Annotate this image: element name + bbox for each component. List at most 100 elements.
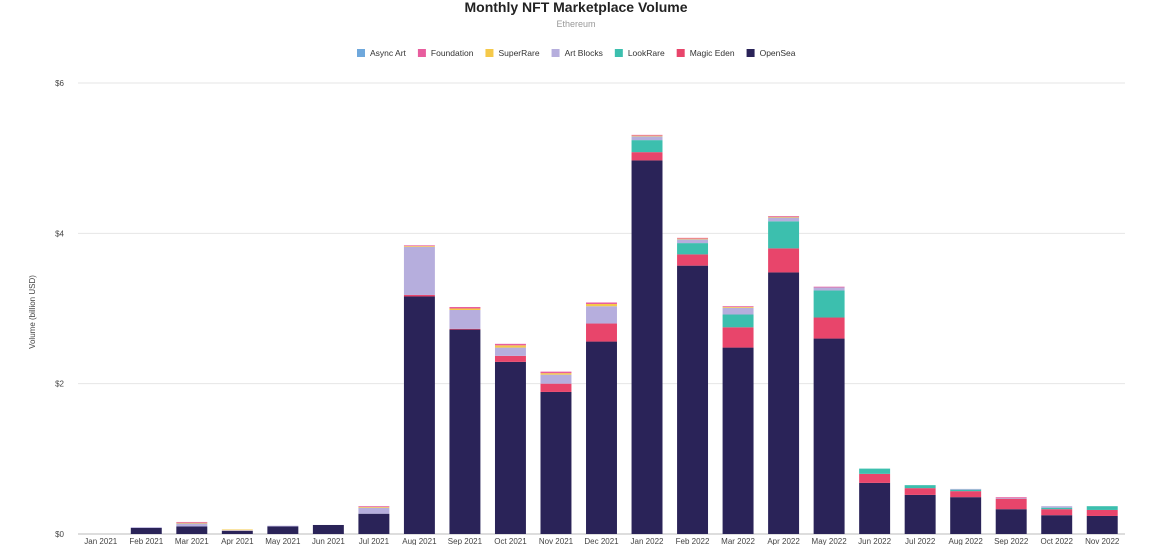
legend-item[interactable]: LookRare	[614, 48, 665, 58]
bar-foundation[interactable]: Foundation Jan 2022: $0.01B	[631, 134, 663, 136]
bar-magic-eden[interactable]: Magic Eden Apr 2022: $0.32B	[768, 248, 800, 273]
bar-magic-eden[interactable]: Magic Eden Aug 2022: $0.08B	[950, 491, 982, 498]
x-tick-label: May 2022	[812, 537, 848, 545]
bar-superrare[interactable]: SuperRare Sep 2021: $0.02B	[449, 308, 481, 311]
bar-opensea[interactable]: OpenSea Feb 2022: $3.57B	[677, 265, 709, 534]
bar-magic-eden[interactable]: Magic Eden Jul 2022: $0.09B	[904, 488, 936, 495]
bar-opensea[interactable]: OpenSea Oct 2021: $2.29B	[494, 361, 526, 534]
bar-superrare[interactable]: SuperRare Dec 2021: $0.03B	[586, 303, 617, 307]
bar-magic-eden[interactable]: Magic Eden Dec 2021: $0.24B	[586, 323, 617, 342]
bar-art-blocks[interactable]: Art Blocks Oct 2022: $0.02B	[1041, 506, 1073, 508]
legend-item[interactable]: SuperRare	[485, 48, 540, 58]
bar-opensea[interactable]: OpenSea Nov 2022: $0.24B	[1086, 515, 1118, 534]
bar-lookrare[interactable]: LookRare Oct 2022: $0.02B	[1041, 507, 1073, 510]
bar-magic-eden[interactable]: Magic Eden Oct 2021: $0.08B	[494, 355, 526, 362]
bar-opensea[interactable]: OpenSea Feb 2021: $0.08B	[130, 527, 162, 534]
bar-magic-eden[interactable]: Magic Eden Jun 2022: $0.12B	[859, 473, 891, 483]
bar-magic-eden[interactable]: Magic Eden Jan 2022: $0.11B	[631, 152, 663, 161]
bar-art-blocks[interactable]: Art Blocks May 2021: $0.01B	[267, 525, 299, 527]
bar-magic-eden[interactable]: Magic Eden May 2022: $0.28B	[813, 317, 845, 339]
bar-foundation[interactable]: Foundation Sep 2022: $0.01B	[995, 497, 1027, 498]
bar-opensea[interactable]: OpenSea Sep 2021: $2.72B	[449, 329, 481, 534]
bar-magic-eden[interactable]: Magic Eden Nov 2022: $0.08B	[1086, 509, 1118, 516]
legend-item[interactable]: OpenSea	[746, 48, 796, 58]
bar-opensea[interactable]: OpenSea Oct 2022: $0.25B	[1041, 515, 1073, 534]
bar-magic-eden[interactable]: Magic Eden Feb 2022: $0.15B	[677, 254, 709, 266]
bar-art-blocks[interactable]: Art Blocks Sep 2021: $0.25B	[449, 310, 481, 329]
y-axis-label: Volume (billion USD)	[28, 275, 37, 349]
bar-art-blocks[interactable]: Art Blocks Feb 2022: $0.05B	[677, 239, 709, 244]
bar-art-blocks[interactable]: Art Blocks Oct 2021: $0.11B	[494, 347, 526, 356]
bar-lookrare[interactable]: LookRare Jun 2022: $0.07B	[859, 468, 891, 474]
bar-art-blocks[interactable]: Art Blocks Jan 2022: $0.05B	[631, 136, 663, 141]
bar-opensea[interactable]: OpenSea Aug 2021: $3.16B	[403, 296, 435, 534]
bar-opensea[interactable]: OpenSea Apr 2022: $3.48B	[768, 272, 800, 534]
bar-lookrare[interactable]: LookRare Aug 2022: $0.02B	[950, 489, 982, 492]
bar-art-blocks[interactable]: Art Blocks Jul 2021: $0.08B	[358, 507, 390, 514]
bar-opensea[interactable]: OpenSea Dec 2021: $2.56B	[586, 341, 617, 534]
bar-magic-eden[interactable]: Magic Eden Aug 2021: $0.02B	[403, 294, 435, 297]
bar-art-blocks[interactable]: Art Blocks Apr 2022: $0.05B	[768, 217, 800, 222]
bar-art-blocks[interactable]: Art Blocks Aug 2021: $0.64B	[403, 246, 435, 295]
bar-foundation[interactable]: Foundation Apr 2022: $0.01B	[768, 216, 800, 217]
bar-magic-eden[interactable]: Magic Eden Mar 2022: $0.27B	[722, 327, 754, 348]
bar-superrare[interactable]: SuperRare Mar 2021: $0.01B	[176, 522, 208, 524]
legend-item[interactable]: Foundation	[417, 48, 474, 58]
bar-opensea[interactable]: OpenSea Jun 2021: $0.12B	[312, 524, 344, 534]
bar-art-blocks[interactable]: Art Blocks Sep 2022: $0.01B	[995, 497, 1027, 499]
bar-opensea[interactable]: OpenSea Nov 2021: $1.89B	[540, 391, 572, 534]
bar-art-blocks[interactable]: Art Blocks May 2022: $0.04B	[813, 287, 845, 291]
bar-opensea[interactable]: OpenSea Mar 2021: $0.1B	[176, 526, 208, 534]
bar-art-blocks[interactable]: Art Blocks Dec 2021: $0.23B	[586, 306, 617, 324]
bar-lookrare[interactable]: LookRare Nov 2022: $0.05B	[1086, 506, 1118, 510]
bar-magic-eden[interactable]: Magic Eden Nov 2021: $0.11B	[540, 383, 572, 392]
bar-art-blocks[interactable]: Art Blocks Nov 2021: $0.12B	[540, 374, 572, 384]
bar-foundation[interactable]: Foundation Jul 2021: $0.01B	[358, 506, 390, 507]
bar-superrare[interactable]: SuperRare Aug 2021: $0.01B	[403, 246, 435, 247]
bar-opensea[interactable]: OpenSea May 2022: $2.6B	[813, 338, 845, 534]
bar-art-blocks[interactable]: Art Blocks Feb 2021: $0.01B	[130, 527, 162, 528]
bar-lookrare[interactable]: LookRare Mar 2022: $0.17B	[722, 314, 754, 328]
bar-opensea[interactable]: OpenSea Aug 2022: $0.49B	[950, 497, 982, 534]
bar-foundation[interactable]: Foundation Mar 2021: $0.01B	[176, 521, 208, 523]
bar-opensea[interactable]: OpenSea Jun 2022: $0.68B	[859, 482, 891, 534]
bar-magic-eden[interactable]: Magic Eden Sep 2022: $0.14B	[995, 498, 1027, 510]
bar-opensea[interactable]: OpenSea Jul 2021: $0.27B	[358, 513, 390, 534]
bar-magic-eden[interactable]: Magic Eden Oct 2022: $0.08B	[1041, 509, 1073, 516]
legend-item[interactable]: Magic Eden	[676, 48, 735, 58]
bar-opensea[interactable]: OpenSea Mar 2022: $2.48B	[722, 347, 754, 534]
bar-superrare[interactable]: SuperRare Feb 2022: $0.01B	[677, 238, 709, 240]
bar-foundation[interactable]: Foundation Sep 2021: $0.02B	[449, 306, 481, 309]
bar-opensea[interactable]: OpenSea May 2021: $0.1B	[267, 526, 299, 534]
bar-foundation[interactable]: Foundation Feb 2022: $0.01B	[677, 237, 709, 239]
bar-art-blocks[interactable]: Art Blocks Aug 2022: $0.01B	[950, 488, 982, 490]
bar-magic-eden[interactable]: Magic Eden Sep 2021: $0.01B	[449, 328, 481, 330]
bar-superrare[interactable]: SuperRare Mar 2022: $0.01B	[722, 306, 754, 308]
bar-art-blocks[interactable]: Art Blocks Mar 2021: $0.04B	[176, 523, 208, 527]
bar-foundation[interactable]: Foundation Nov 2021: $0.02B	[540, 371, 572, 374]
bar-superrare[interactable]: SuperRare Jan 2022: $0.01B	[631, 135, 663, 137]
bar-lookrare[interactable]: LookRare May 2022: $0.36B	[813, 290, 845, 318]
bar-lookrare[interactable]: LookRare Jul 2022: $0.04B	[904, 485, 936, 489]
bar-lookrare[interactable]: LookRare Apr 2022: $0.36B	[768, 221, 800, 249]
bar-foundation[interactable]: Foundation Oct 2021: $0.02B	[494, 343, 526, 346]
bar-superrare[interactable]: SuperRare Apr 2022: $0.01B	[768, 216, 800, 218]
bar-foundation[interactable]: Foundation May 2022: $0.01B	[813, 286, 845, 288]
bar-lookrare[interactable]: LookRare Feb 2022: $0.15B	[677, 243, 709, 255]
bar-art-blocks[interactable]: Art Blocks Apr 2021: $0.01B	[221, 530, 253, 531]
bar-opensea[interactable]: OpenSea Jul 2022: $0.52B	[904, 494, 936, 534]
bar-art-blocks[interactable]: Art Blocks Mar 2022: $0.09B	[722, 307, 754, 315]
bar-superrare[interactable]: SuperRare Nov 2021: $0.02B	[540, 373, 572, 375]
bar-superrare[interactable]: SuperRare Apr 2021: $0.01B	[221, 529, 253, 531]
bar-superrare[interactable]: SuperRare Jul 2021: $0.01B	[358, 506, 390, 508]
legend-item[interactable]: Art Blocks	[551, 48, 603, 58]
bar-foundation[interactable]: Foundation Aug 2021: $0.01B	[403, 245, 435, 247]
bar-lookrare[interactable]: LookRare Jan 2022: $0.16B	[631, 140, 663, 153]
bar-foundation[interactable]: Foundation Mar 2022: $0.01B	[722, 306, 754, 307]
bar-foundation[interactable]: Foundation Dec 2021: $0.02B	[586, 302, 617, 304]
bar-opensea[interactable]: OpenSea Sep 2022: $0.33B	[995, 509, 1027, 534]
legend-item[interactable]: Async Art	[357, 48, 407, 58]
bar-opensea[interactable]: OpenSea Apr 2021: $0.04B	[221, 530, 253, 534]
bar-opensea[interactable]: OpenSea Jan 2022: $4.97B	[631, 160, 663, 534]
bar-superrare[interactable]: SuperRare Oct 2021: $0.03B	[494, 345, 526, 348]
